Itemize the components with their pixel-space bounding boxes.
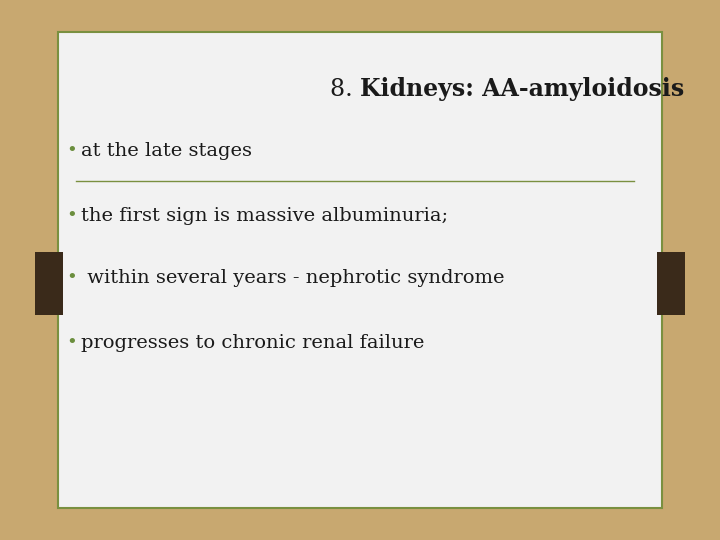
Text: within several years - nephrotic syndrome: within several years - nephrotic syndrom… <box>81 269 504 287</box>
Text: at the late stages: at the late stages <box>81 142 252 160</box>
Text: Kidneys: AA-amyloidosis: Kidneys: AA-amyloidosis <box>360 77 684 101</box>
Bar <box>35 253 63 314</box>
Text: progresses to chronic renal failure: progresses to chronic renal failure <box>81 334 424 352</box>
Text: •: • <box>67 269 77 287</box>
Bar <box>657 253 685 314</box>
Text: the first sign is massive albuminuria;: the first sign is massive albuminuria; <box>81 207 448 225</box>
Text: •: • <box>67 334 77 352</box>
Text: 8.: 8. <box>330 78 360 100</box>
Text: •: • <box>67 207 77 225</box>
Text: •: • <box>67 142 77 160</box>
FancyBboxPatch shape <box>58 32 662 508</box>
